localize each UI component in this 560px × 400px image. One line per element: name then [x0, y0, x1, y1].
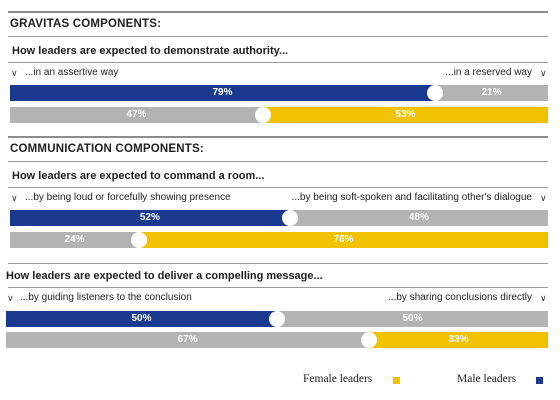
female-segment-right-1: [139, 232, 548, 248]
female-segment-left-0: [10, 107, 263, 123]
section2-title-rule: [8, 161, 548, 162]
male-label-left-2: 50%: [131, 313, 152, 324]
section2-top-rule: [8, 136, 548, 138]
male-divider-knob-2: [269, 311, 285, 327]
section3-question-rule: [8, 287, 548, 288]
female-segment-right-0: [262, 107, 548, 123]
section1-title-rule: [8, 36, 548, 37]
female-bar-message: 67% 33%: [6, 332, 548, 348]
section2-left-option: ...by being loud or forcefully showing p…: [25, 192, 231, 203]
section2-title: COMMUNICATION COMPONENTS:: [10, 143, 204, 155]
female-divider-knob-1: [131, 232, 148, 248]
section3-left-option: ...by guiding listeners to the conclusio…: [20, 292, 192, 303]
female-segment-left-1: [10, 232, 140, 248]
female-bar-command: 24% 76%: [10, 232, 548, 248]
female-label-left-0: 47%: [126, 109, 147, 120]
male-bar-message: 50% 50%: [6, 311, 548, 327]
chevron-down-icon: ∨: [11, 68, 18, 78]
female-label-right-2: 33%: [448, 334, 469, 345]
chevron-down-icon: ∨: [7, 293, 14, 303]
female-divider-knob-0: [254, 107, 271, 123]
male-bar-authority: 79% 21%: [10, 85, 548, 101]
chevron-down-icon: ∨: [540, 68, 547, 78]
male-divider-knob-1: [281, 210, 298, 226]
male-label-left-0: 79%: [212, 87, 233, 98]
section1-left-option: ...in an assertive way: [25, 67, 119, 78]
male-segment-left-0: [10, 85, 436, 101]
male-label-right-0: 21%: [481, 87, 502, 98]
male-label-right-1: 48%: [408, 212, 429, 223]
female-bar-authority: 47% 53%: [10, 107, 548, 123]
section1-title: GRAVITAS COMPONENTS:: [10, 18, 162, 30]
section2-question: How leaders are expected to command a ro…: [12, 170, 265, 182]
male-segment-right-0: [435, 85, 548, 101]
section1-right-option: ...in a reserved way: [445, 67, 532, 78]
female-label-left-2: 67%: [177, 334, 198, 345]
chevron-down-icon: ∨: [540, 293, 547, 303]
legend-female-label: Female leaders: [303, 373, 373, 385]
female-divider-knob-2: [361, 332, 378, 348]
female-label-right-0: 53%: [395, 109, 416, 120]
section2-question-rule: [8, 187, 548, 188]
male-label-right-2: 50%: [402, 313, 423, 324]
female-label-left-1: 24%: [64, 234, 85, 245]
male-divider-knob-0: [427, 85, 444, 101]
male-label-left-1: 52%: [139, 212, 160, 223]
female-segment-right-2: [369, 332, 548, 348]
legend-female-swatch: [393, 377, 400, 384]
section1-question: How leaders are expected to demonstrate …: [12, 45, 289, 57]
male-segment-left-1: [10, 210, 290, 226]
section3-right-option: ...by sharing conclusions directly: [388, 292, 532, 303]
section1-top-rule: [8, 11, 548, 13]
section3-top-rule: [8, 263, 548, 264]
chevron-down-icon: ∨: [11, 193, 18, 203]
legend-male-label: Male leaders: [457, 373, 517, 385]
legend-male-swatch: [536, 377, 543, 384]
section2-right-option: ...by being soft-spoken and facilitating…: [291, 192, 532, 203]
female-label-right-1: 76%: [333, 234, 354, 245]
male-segment-left-2: [6, 311, 277, 327]
male-segment-right-1: [289, 210, 548, 226]
male-bar-command: 52% 48%: [10, 210, 548, 226]
section1-question-rule: [8, 62, 548, 63]
female-segment-left-2: [6, 332, 370, 348]
section3-question: How leaders are expected to deliver a co…: [6, 270, 323, 282]
male-segment-right-2: [277, 311, 548, 327]
chevron-down-icon: ∨: [540, 193, 547, 203]
